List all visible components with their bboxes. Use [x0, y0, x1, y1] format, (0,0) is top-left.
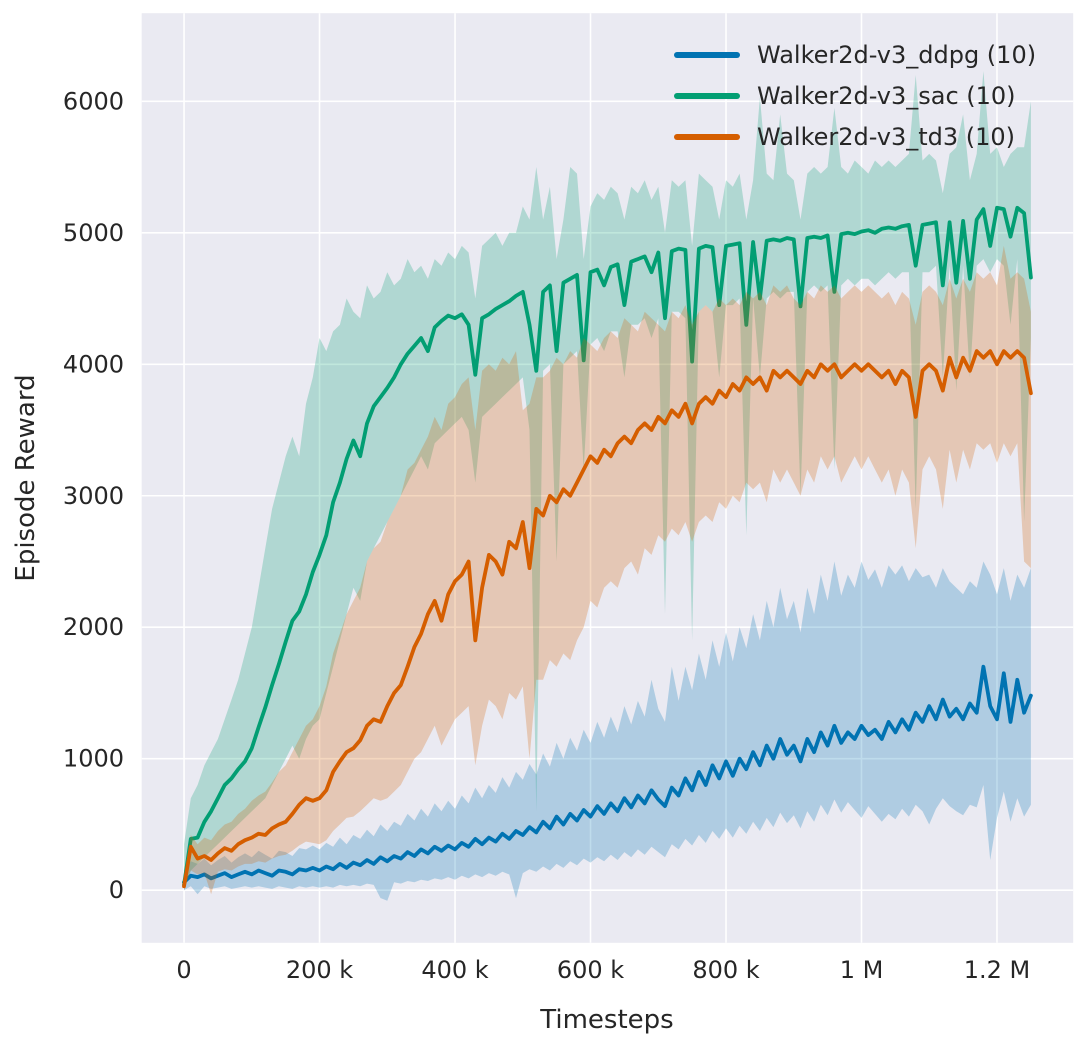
td3-confidence-band	[184, 245, 1031, 895]
series-area	[182, 71, 1033, 901]
td3-legend-label: Walker2d-v3_td3 (10)	[757, 123, 1015, 151]
y-tick-label: 1000	[63, 745, 124, 773]
x-tick-label: 600 k	[557, 956, 624, 984]
x-tick-label: 1.2 M	[964, 956, 1031, 984]
y-tick-label: 2000	[63, 613, 124, 641]
x-tick-label: 0	[176, 956, 191, 984]
x-tick-label: 1 M	[840, 956, 884, 984]
sac-legend-label: Walker2d-v3_sac (10)	[757, 82, 1016, 110]
ddpg-legend-label: Walker2d-v3_ddpg (10)	[757, 41, 1036, 69]
y-tick-label: 0	[109, 876, 124, 904]
legend: Walker2d-v3_ddpg (10) Walker2d-v3_sac (10…	[674, 41, 1036, 151]
sac-line	[182, 205, 1033, 887]
y-tick-label: 3000	[63, 482, 124, 510]
gridlines	[141, 13, 1074, 943]
x-tick-label: 400 k	[421, 956, 488, 984]
x-axis-tick-labels: 0 200 k 400 k 600 k 800 k 1 M 1.2 M	[176, 956, 1030, 984]
x-tick-label: 800 k	[692, 956, 759, 984]
y-axis-label: Episode Reward	[11, 374, 41, 581]
x-axis-label: Timesteps	[539, 1005, 673, 1035]
y-axis-tick-labels: 0 1000 2000 3000 4000 5000 6000	[63, 87, 124, 904]
sac-confidence-band	[184, 71, 1031, 891]
ddpg-line	[182, 664, 1033, 885]
y-tick-label: 6000	[63, 87, 124, 115]
y-tick-label: 5000	[63, 219, 124, 247]
td3-line	[182, 349, 1033, 889]
x-tick-label: 200 k	[286, 956, 353, 984]
plot-background	[141, 13, 1074, 943]
ddpg-confidence-band	[184, 561, 1031, 901]
y-tick-label: 4000	[63, 350, 124, 378]
